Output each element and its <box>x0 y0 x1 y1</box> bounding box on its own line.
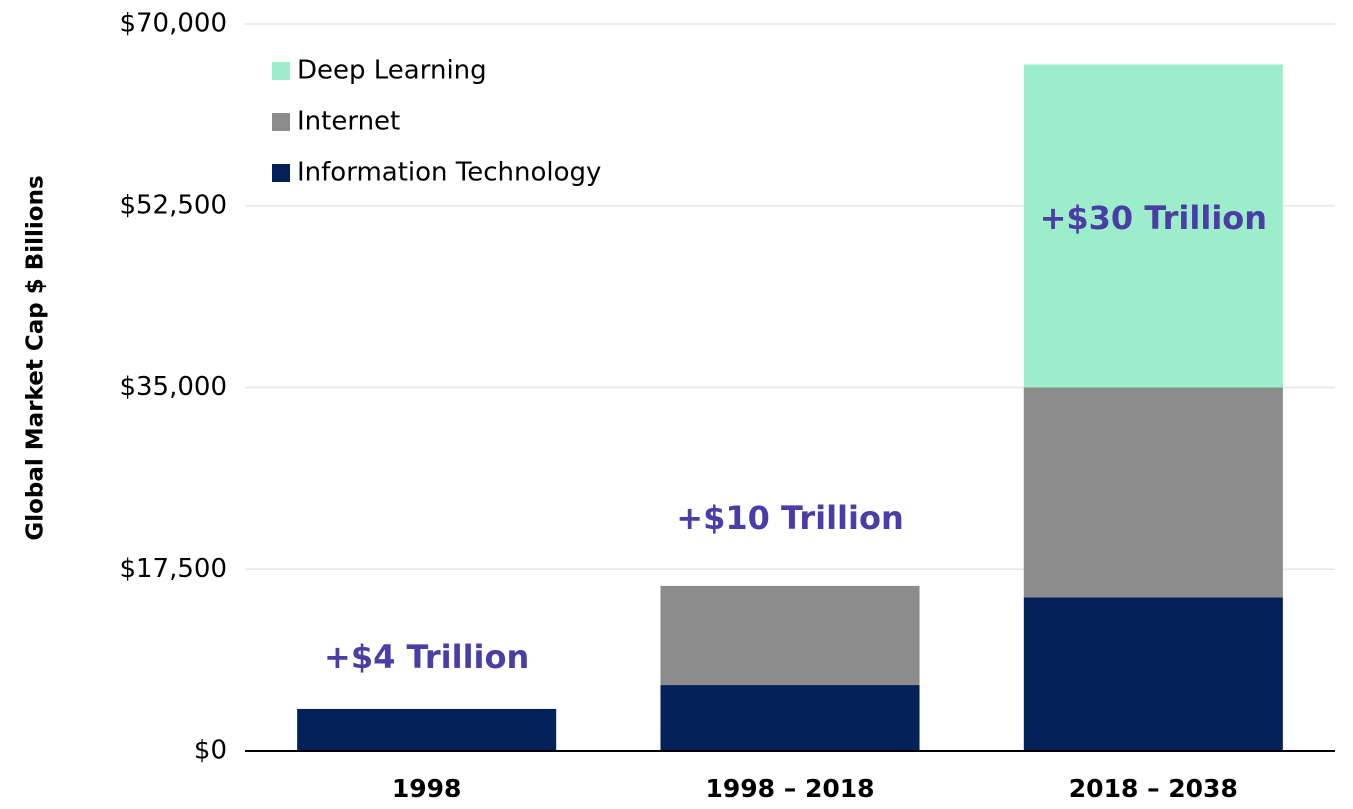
legend-label: Internet <box>297 107 400 137</box>
x-tick-label: 1998 <box>392 774 462 803</box>
bar-segment <box>1023 597 1283 751</box>
legend-swatch <box>272 164 290 182</box>
bar-segment <box>660 585 920 686</box>
bar-segment <box>1023 387 1283 598</box>
legend-label: Deep Learning <box>297 56 487 86</box>
bar-segment <box>297 708 557 751</box>
y-tick-label: $70,000 <box>119 9 227 39</box>
y-tick-label: $52,500 <box>119 190 227 220</box>
x-tick-label: 2018 – 2038 <box>1069 774 1238 803</box>
bar-segment <box>1023 64 1283 388</box>
bar-segment <box>660 685 920 751</box>
annotation: +$30 Trillion <box>1040 199 1267 237</box>
x-tick-label: 1998 – 2018 <box>705 774 874 803</box>
annotation: +$10 Trillion <box>676 499 903 537</box>
legend-label: Information Technology <box>297 158 601 188</box>
y-tick-label: $0 <box>194 736 227 766</box>
y-tick-label: $17,500 <box>119 554 227 584</box>
y-axis-title: Global Market Cap $ Billions <box>23 175 49 540</box>
legend-swatch <box>272 62 290 80</box>
annotation: +$4 Trillion <box>324 638 529 676</box>
y-tick-label: $35,000 <box>119 372 227 402</box>
legend-swatch <box>272 113 290 131</box>
